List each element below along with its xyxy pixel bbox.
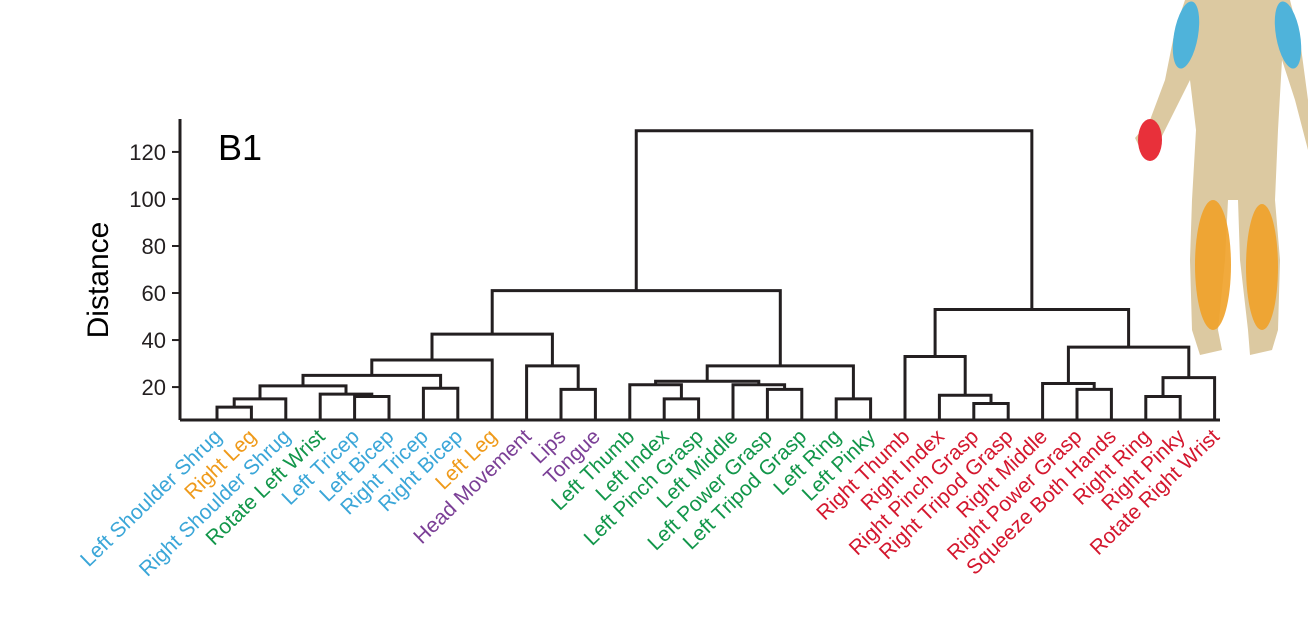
y-tick-label: 20 (142, 375, 166, 400)
left-leg-region (1195, 200, 1231, 330)
dendrogram-link (903, 355, 967, 420)
dendrogram-link (215, 405, 253, 420)
dendrogram-link (353, 394, 391, 420)
dendrogram-link (1144, 394, 1182, 420)
dendrogram-link (634, 129, 1034, 310)
dendrogram-link (628, 383, 683, 420)
y-tick-label: 120 (129, 140, 166, 165)
hand-region (1138, 119, 1162, 161)
dendrogram-link (525, 364, 580, 420)
y-tick-label: 100 (129, 187, 166, 212)
dendrogram-link (318, 392, 374, 420)
right-leg-region (1246, 204, 1278, 330)
dendrogram-link (933, 307, 1131, 357)
dendrogram-link (1041, 382, 1096, 420)
dendrogram-link (972, 402, 1010, 420)
panel-label: B1 (218, 127, 262, 168)
y-tick-label: 80 (142, 234, 166, 259)
dendrogram-link (258, 384, 348, 399)
dendrogram-link (765, 387, 804, 420)
dendrogram-link (232, 397, 288, 420)
left-arm-region (1172, 1, 1200, 69)
dendrogram-link (731, 383, 787, 420)
dendrogram-link (834, 397, 873, 420)
dendrogram-link (430, 332, 554, 366)
dendrogram-link (1066, 345, 1191, 384)
y-tick-label: 60 (142, 281, 166, 306)
right-arm-region (1274, 1, 1302, 69)
y-tick-label: 40 (142, 328, 166, 353)
y-axis-label: Distance (82, 222, 115, 339)
dendrogram-link (937, 393, 993, 420)
dendrogram-link (662, 397, 701, 420)
dendrogram-link (1075, 387, 1113, 420)
dendrogram-link (559, 387, 597, 420)
body-illustration (1135, 0, 1308, 355)
dendrogram-link (1161, 376, 1217, 420)
dendrogram-link (490, 289, 782, 366)
dendrogram-link (421, 386, 460, 420)
